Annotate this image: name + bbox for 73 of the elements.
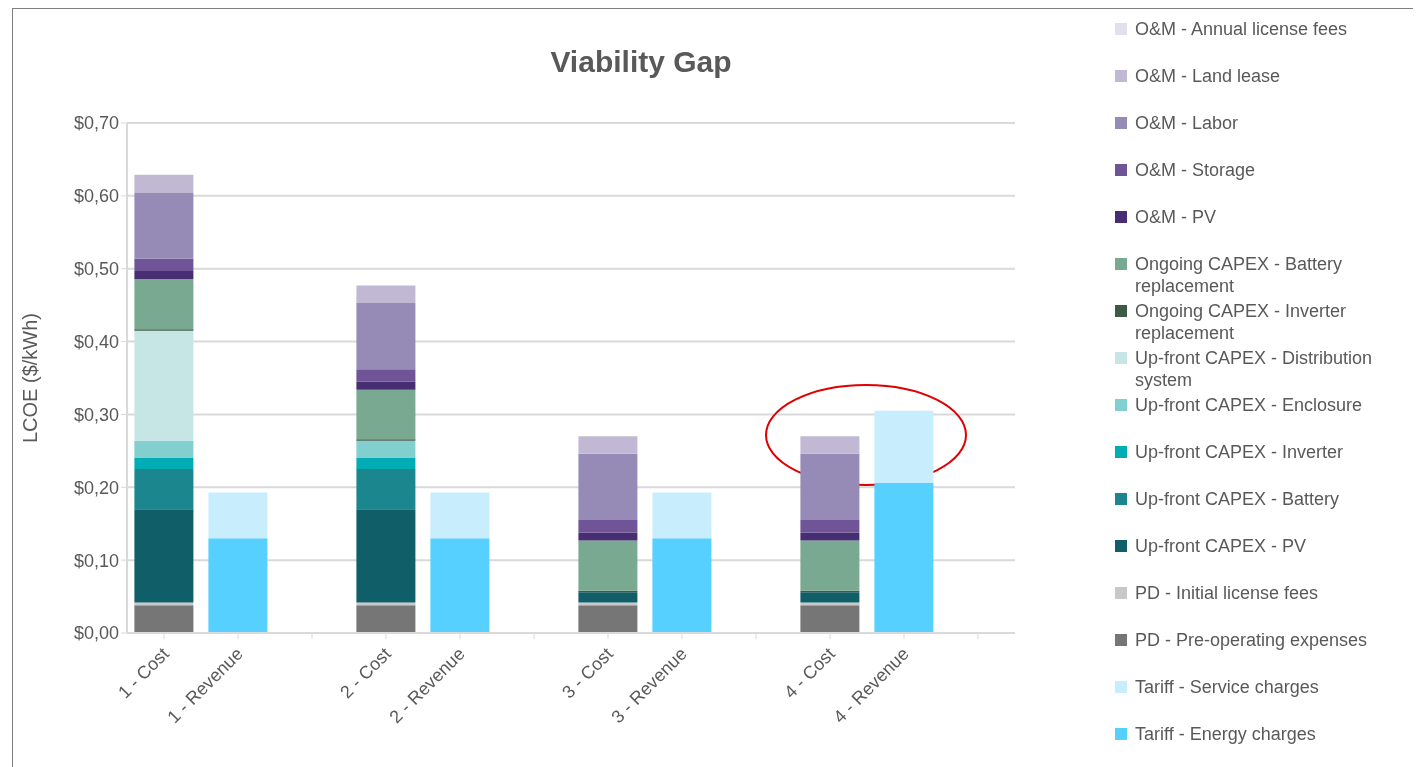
y-tick-label: $0,70 xyxy=(73,113,119,134)
bar xyxy=(134,509,194,603)
legend-label: Tariff - Energy charges xyxy=(1135,723,1316,745)
y-tick-label: $0,60 xyxy=(73,186,119,207)
bar xyxy=(800,436,860,454)
bar xyxy=(356,389,416,440)
bar xyxy=(578,532,638,541)
bar xyxy=(134,278,194,330)
y-tick-label: $0,00 xyxy=(73,623,119,644)
bar xyxy=(874,410,934,483)
legend-label: Up-front CAPEX - Distribution system xyxy=(1135,347,1374,391)
bar xyxy=(134,174,194,193)
y-axis-title: LCOE ($/kWh) xyxy=(19,312,42,444)
bar xyxy=(134,270,194,279)
legend-label: O&M - Land lease xyxy=(1135,65,1281,87)
legend-label: Up-front CAPEX - PV xyxy=(1135,535,1307,557)
bar xyxy=(578,605,638,633)
bar xyxy=(356,469,416,510)
bar xyxy=(356,509,416,603)
bar xyxy=(430,538,490,633)
legend-label: Tariff - Service charges xyxy=(1135,676,1319,698)
y-tick-label: $0,20 xyxy=(73,477,119,498)
bar xyxy=(874,482,934,633)
bar xyxy=(356,602,416,606)
bar xyxy=(578,520,638,533)
bar xyxy=(208,492,268,539)
bar xyxy=(800,532,860,541)
bar xyxy=(134,192,194,259)
bar xyxy=(578,592,638,603)
legend-label: Up-front CAPEX - Battery xyxy=(1135,488,1340,510)
bar xyxy=(134,457,194,470)
bar xyxy=(800,453,860,521)
y-tick-label: $0,40 xyxy=(73,331,119,352)
legend-label: O&M - Labor xyxy=(1135,112,1239,134)
bar xyxy=(800,605,860,633)
bar xyxy=(134,258,194,271)
legend-label: Ongoing CAPEX - Inverter replacement xyxy=(1135,300,1348,344)
bar xyxy=(134,469,194,510)
legend-label: Up-front CAPEX - Enclosure xyxy=(1135,394,1363,416)
bar xyxy=(800,602,860,606)
bar xyxy=(356,457,416,470)
chart-title: Viability Gap xyxy=(550,45,732,78)
y-tick-label: $0,10 xyxy=(73,550,119,571)
bar xyxy=(578,540,638,591)
bar xyxy=(652,538,712,633)
bar xyxy=(134,605,194,633)
bar xyxy=(578,453,638,521)
legend-label: O&M - PV xyxy=(1135,206,1217,228)
bar xyxy=(356,605,416,633)
bar xyxy=(356,440,416,458)
bar xyxy=(800,592,860,603)
legend-label: Ongoing CAPEX - Battery replacement xyxy=(1135,253,1344,297)
bar xyxy=(800,520,860,533)
bar xyxy=(134,602,194,606)
legend-label: PD - Initial license fees xyxy=(1135,582,1319,604)
legend-label: O&M - Annual license fees xyxy=(1135,18,1348,40)
bar xyxy=(578,436,638,454)
y-tick-label: $0,30 xyxy=(73,404,119,425)
bar xyxy=(430,492,490,539)
bar xyxy=(800,540,860,591)
legend-label: O&M - Storage xyxy=(1135,159,1256,181)
y-tick-label: $0,50 xyxy=(73,259,119,280)
legend-label: PD - Pre-operating expenses xyxy=(1135,629,1368,651)
bar xyxy=(652,492,712,539)
bar xyxy=(356,285,416,303)
legend-label: Up-front CAPEX - Inverter xyxy=(1135,441,1344,463)
bar xyxy=(356,302,416,370)
bar xyxy=(134,330,194,441)
bar xyxy=(578,602,638,606)
bar xyxy=(134,440,194,458)
bar xyxy=(208,538,268,633)
bar xyxy=(356,381,416,390)
bar xyxy=(356,369,416,382)
